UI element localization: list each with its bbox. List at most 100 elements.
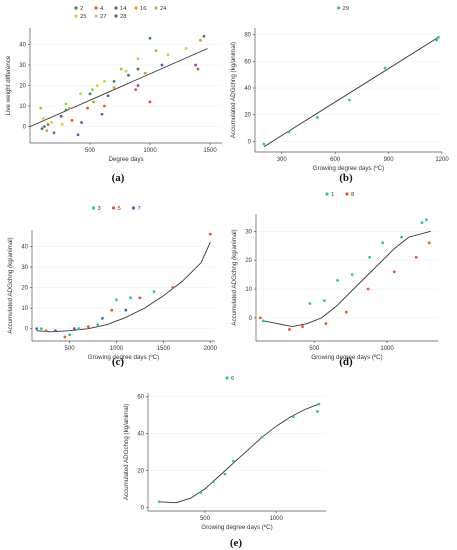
data-point-series-6 xyxy=(316,410,319,413)
y-tick-label: 80 xyxy=(244,33,251,39)
legend-swatch-16 xyxy=(134,6,138,10)
data-point-series-1 xyxy=(261,319,265,323)
fit-line xyxy=(263,36,439,148)
x-tick-label: 900 xyxy=(384,157,395,163)
data-point-series-16 xyxy=(112,86,116,89)
data-point-series-24 xyxy=(64,102,68,106)
x-tick-label: 1000 xyxy=(110,346,124,352)
data-point-series-2 xyxy=(88,92,92,96)
data-point-series-25 xyxy=(61,123,64,126)
y-tick-label: 20 xyxy=(137,468,144,474)
data-point-series-4 xyxy=(196,67,200,71)
x-tick-label: 500 xyxy=(309,346,320,352)
legend-swatch-25 xyxy=(74,14,78,18)
data-point-series-8 xyxy=(324,322,328,326)
legend-label-27: 27 xyxy=(100,14,106,20)
legend-swatch-24 xyxy=(154,6,158,10)
legend-swatch-4 xyxy=(94,6,98,10)
y-tick-label: 0 xyxy=(141,505,145,511)
y-axis-label: Accumulated ADGchng (kg/animal) xyxy=(231,229,238,325)
data-point-series-4 xyxy=(86,106,89,110)
data-point-series-29 xyxy=(383,66,387,70)
data-point-series-2 xyxy=(112,79,116,83)
y-tick-label: 20 xyxy=(244,113,251,119)
data-point-series-29 xyxy=(435,38,439,42)
panel-label: (e) xyxy=(230,537,243,549)
chart-panel-1: 500 1000 1500 0 10 20 30 40 Degree days Live weig… xyxy=(5,6,222,184)
x-tick-label: 1500 xyxy=(203,148,217,154)
x-axis-label: Growing degree days (ºC) xyxy=(311,354,382,361)
data-point-series-5 xyxy=(138,296,142,300)
data-point-series-5 xyxy=(110,308,114,312)
y-axis-label: Live weight difference xyxy=(5,55,12,115)
x-tick-label: 300 xyxy=(277,157,288,163)
data-point-series-1 xyxy=(308,302,312,305)
legend-swatch-28 xyxy=(114,14,118,18)
x-tick-label: 1500 xyxy=(157,346,171,352)
data-point-series-6 xyxy=(223,472,227,476)
legend-swatch-3 xyxy=(91,206,96,210)
data-point-series-8 xyxy=(288,328,291,331)
legend-label-7: 7 xyxy=(138,206,141,212)
legend-label-28: 28 xyxy=(120,14,126,20)
chart-panel-3: 500 1000 1500 2000 0 10 20 30 40 Growing degree d… xyxy=(7,206,218,368)
legend-swatch-6 xyxy=(225,376,229,380)
chart-panel-5: 500 1000 0 20 40 60 Growing degree days (ºC) Ac… xyxy=(123,376,326,549)
y-tick-label: 0 xyxy=(23,125,27,131)
data-point-series-24 xyxy=(91,88,94,92)
legend-label-24: 24 xyxy=(160,6,167,12)
y-tick-label: 20 xyxy=(19,84,26,90)
data-point-series-8 xyxy=(258,316,262,320)
legend-label-3: 3 xyxy=(98,206,101,212)
legend-label-1: 1 xyxy=(331,192,334,198)
legend-label-25: 25 xyxy=(80,14,86,20)
data-point-series-14 xyxy=(160,63,164,67)
data-point-series-3 xyxy=(96,323,100,326)
fit-line xyxy=(36,242,211,333)
x-tick-label: 500 xyxy=(65,346,76,352)
data-point-series-4 xyxy=(134,88,138,92)
x-axis-label: Growing degree days (ºC) xyxy=(313,165,384,172)
x-tick-label: 1000 xyxy=(143,148,157,154)
legend-label-6: 6 xyxy=(231,376,234,382)
data-point-series-5 xyxy=(44,329,48,333)
y-tick-label: 10 xyxy=(245,287,252,293)
x-axis-label: Growing degree days (ºC) xyxy=(201,524,272,531)
data-point-series-5 xyxy=(208,232,212,236)
legend-label-8: 8 xyxy=(351,192,354,198)
data-point-series-27 xyxy=(136,57,140,61)
data-point-series-25 xyxy=(95,84,99,87)
data-point-series-4 xyxy=(103,104,106,108)
data-point-series-2 xyxy=(148,36,152,40)
data-point-series-8 xyxy=(392,270,396,274)
x-tick-label: 500 xyxy=(85,148,96,154)
data-point-series-1 xyxy=(420,221,424,225)
data-point-series-2 xyxy=(136,67,140,71)
panel-label: (c) xyxy=(112,356,125,368)
fit-line xyxy=(159,403,320,504)
y-tick-label: 60 xyxy=(244,59,251,65)
chart-panel-4: 500 1000 0 10 20 30 Growing degree days (ºC) Ac… xyxy=(231,192,438,368)
panel-label: (a) xyxy=(112,172,125,184)
data-point-series-3 xyxy=(152,290,156,294)
legend-label-16: 16 xyxy=(140,6,146,12)
data-point-series-6 xyxy=(291,415,295,419)
data-point-series-5 xyxy=(171,286,175,289)
data-point-series-28 xyxy=(52,131,56,135)
x-tick-label: 1200 xyxy=(435,157,449,163)
x-tick-label: 600 xyxy=(330,157,341,163)
y-tick-label: 40 xyxy=(137,432,144,438)
data-point-series-8 xyxy=(344,310,348,314)
data-point-series-8 xyxy=(366,287,370,291)
data-point-series-7 xyxy=(35,327,39,331)
legend-swatch-2 xyxy=(74,6,78,10)
data-point-series-28 xyxy=(76,133,80,137)
y-tick-label: 20 xyxy=(21,286,28,292)
y-axis-label: Accumulated ADGchng (kg/animal) xyxy=(7,237,14,333)
data-point-series-25 xyxy=(166,53,170,57)
y-tick-label: 10 xyxy=(19,104,26,110)
data-point-series-6 xyxy=(199,491,203,494)
data-point-series-2 xyxy=(64,108,68,112)
data-point-series-4 xyxy=(148,100,152,104)
